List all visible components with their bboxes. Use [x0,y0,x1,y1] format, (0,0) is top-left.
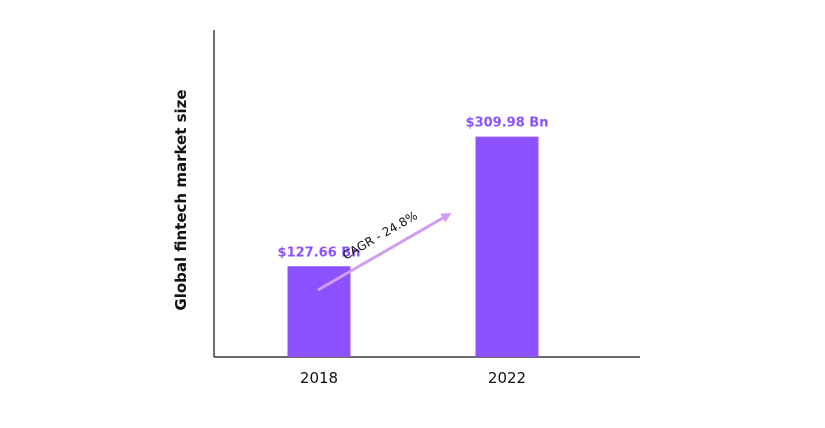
y-axis-label: Global fintech market size [172,89,190,310]
data-label-2022: $309.98 Bn [466,116,549,131]
cagr-arrow [317,213,452,292]
x-tick-label-2022: 2022 [488,369,526,387]
x-tick-label-2018: 2018 [300,369,338,387]
data-label-2018: $127.66 Bn [278,245,361,260]
bar-2018 [287,266,351,357]
bar-2022 [475,136,539,357]
